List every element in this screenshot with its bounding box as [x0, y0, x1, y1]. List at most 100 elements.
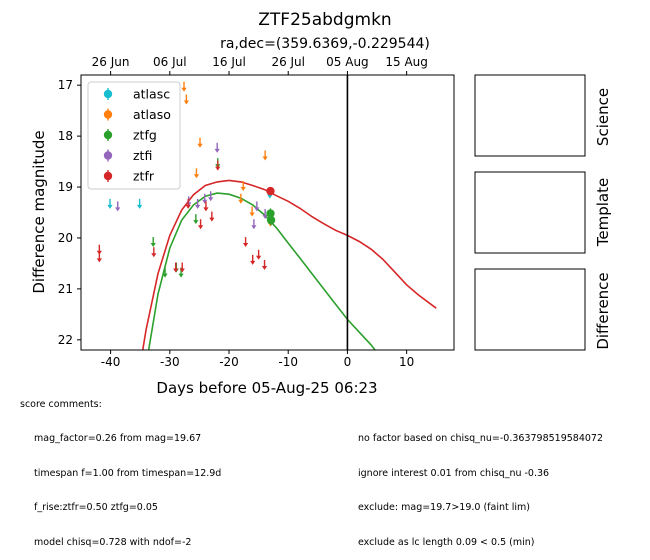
- upper-limit-marker: [214, 142, 220, 153]
- upper-limit-marker: [240, 181, 246, 192]
- x-axis-label: Days before 05-Aug-25 06:23: [156, 379, 377, 397]
- light-curve-figure: ZTF25abdgmkn ra,dec=(359.6369,-0.229544)…: [30, 10, 612, 397]
- y-tick-label: 22: [58, 333, 73, 347]
- upper-limit-arrowhead: [96, 258, 102, 263]
- legend-marker: [103, 151, 113, 160]
- upper-limit-marker: [173, 262, 179, 273]
- detection-point: [266, 209, 275, 218]
- top-tick-label: 06 Jul: [153, 55, 187, 69]
- upper-limit-arrowhead: [193, 174, 200, 179]
- upper-limit-marker: [193, 214, 199, 225]
- legend: atlasc atlaso ztfg ztfi ztfr: [87, 81, 181, 190]
- upper-limit-marker: [181, 81, 187, 92]
- upper-limit-marker: [179, 262, 185, 273]
- y-tick-label: 19: [58, 180, 73, 194]
- upper-limit-arrowhead: [115, 207, 121, 212]
- template-stamp: [474, 171, 586, 254]
- upper-limit-marker: [183, 94, 189, 105]
- upper-limit-marker: [96, 252, 102, 263]
- upper-limit-marker: [256, 249, 262, 260]
- upper-limit-marker: [150, 237, 156, 248]
- legend-marker: [103, 89, 113, 99]
- upper-limit-marker: [261, 259, 268, 270]
- upper-limit-arrowhead: [150, 243, 156, 248]
- template-label: Template: [594, 178, 612, 247]
- upper-limit-arrowhead: [254, 207, 260, 212]
- upper-limit-marker: [251, 219, 257, 230]
- y-tick-label: 17: [58, 78, 73, 92]
- upper-limit-arrowhead: [261, 265, 268, 270]
- score-comment-line: model chisq=0.728 with ndof=-2: [34, 536, 192, 548]
- upper-limit-arrowhead: [256, 255, 262, 260]
- science-label: Science: [594, 88, 612, 146]
- score-comments-right: no factor based on chisq_nu=-0.363798519…: [358, 410, 650, 560]
- upper-limit-marker: [249, 206, 255, 217]
- data-markers: [96, 81, 276, 278]
- x-tick-label: -20: [219, 355, 239, 369]
- y-axis-label: Difference magnitude: [30, 130, 48, 293]
- upper-limit-marker: [107, 198, 113, 209]
- legend-label: ztfg: [133, 128, 157, 143]
- detection-point: [266, 215, 276, 225]
- upper-limit-arrowhead: [214, 148, 220, 153]
- science-stamp: [474, 74, 586, 157]
- upper-limit-marker: [115, 201, 121, 212]
- upper-limit-arrowhead: [162, 273, 168, 278]
- upper-limit-arrowhead: [250, 260, 256, 265]
- upper-limit-arrowhead: [208, 197, 214, 202]
- upper-limit-marker: [202, 193, 208, 204]
- upper-limit-arrowhead: [173, 268, 179, 273]
- y-tick-label: 20: [58, 231, 73, 245]
- upper-limit-marker: [262, 150, 268, 161]
- difference-label: Difference: [594, 272, 612, 349]
- plot-frame: [80, 74, 455, 351]
- chart-subtitle: ra,dec=(359.6369,-0.229544): [220, 36, 430, 52]
- upper-limit-arrowhead: [262, 215, 268, 220]
- score-comment-line: exclude as lc length 0.09 < 0.5 (min): [358, 536, 535, 548]
- x-tick-label: -30: [160, 355, 180, 369]
- top-tick-label: 16 Jul: [212, 55, 246, 69]
- upper-limit-arrowhead: [195, 204, 201, 209]
- top-tick-label: 26 Jun: [92, 55, 130, 69]
- upper-limit-arrowhead: [262, 156, 268, 161]
- upper-limit-marker: [151, 247, 157, 258]
- upper-limit-arrowhead: [183, 100, 189, 105]
- model-curve-ztfr: [141, 179, 437, 350]
- image-stamps: Science Template Difference: [474, 74, 612, 351]
- legend-frame: [87, 81, 181, 190]
- difference-stamp: [474, 268, 586, 351]
- upper-limit-arrowhead: [107, 204, 113, 209]
- upper-limit-arrowhead: [251, 225, 257, 230]
- upper-limit-arrowhead: [242, 243, 249, 248]
- y-tick-label: 18: [58, 129, 73, 143]
- top-tick-label: 15 Aug: [385, 55, 428, 69]
- score-comment-line: f_rise:ztfr=0.50 ztfg=0.05: [34, 502, 158, 513]
- upper-limit-marker: [262, 209, 268, 220]
- upper-limit-marker: [208, 191, 214, 202]
- score-comment-line: timespan f=1.00 from timespan=12.9d: [34, 467, 222, 479]
- top-tick-label: 26 Jul: [271, 55, 305, 69]
- upper-limit-marker: [209, 211, 215, 222]
- upper-limit-marker: [238, 193, 244, 204]
- upper-limit-arrowhead: [185, 204, 191, 209]
- upper-limit-arrowhead: [197, 143, 203, 148]
- upper-limit-marker: [162, 267, 168, 278]
- y-axis-ticks: 17 18 19 20 21 22: [58, 78, 81, 347]
- x-tick-label: 10: [399, 355, 414, 369]
- upper-limit-marker: [197, 137, 203, 148]
- upper-limit-arrowhead: [137, 204, 143, 209]
- upper-limit-arrowhead: [197, 225, 204, 230]
- upper-limit-arrowhead: [209, 217, 215, 222]
- score-comment-line: exclude: mag=19.7>19.0 (faint lim): [358, 502, 530, 513]
- top-tick-label: 05 Aug: [326, 55, 369, 69]
- legend-marker: [103, 110, 113, 119]
- upper-limit-arrowhead: [181, 87, 187, 92]
- upper-limit-marker: [197, 219, 204, 230]
- upper-limit-arrowhead: [178, 273, 184, 278]
- top-axis-ticks: 26 Jun 06 Jul 16 Jul 26 Jul 05 Aug 15 Aug: [92, 55, 428, 75]
- legend-label: atlaso: [133, 107, 171, 122]
- upper-limit-arrowhead: [249, 212, 255, 217]
- upper-limit-arrowhead: [151, 253, 157, 258]
- upper-limit-arrowhead: [179, 268, 185, 273]
- score-comment-line: no factor based on chisq_nu=-0.363798519…: [358, 433, 604, 444]
